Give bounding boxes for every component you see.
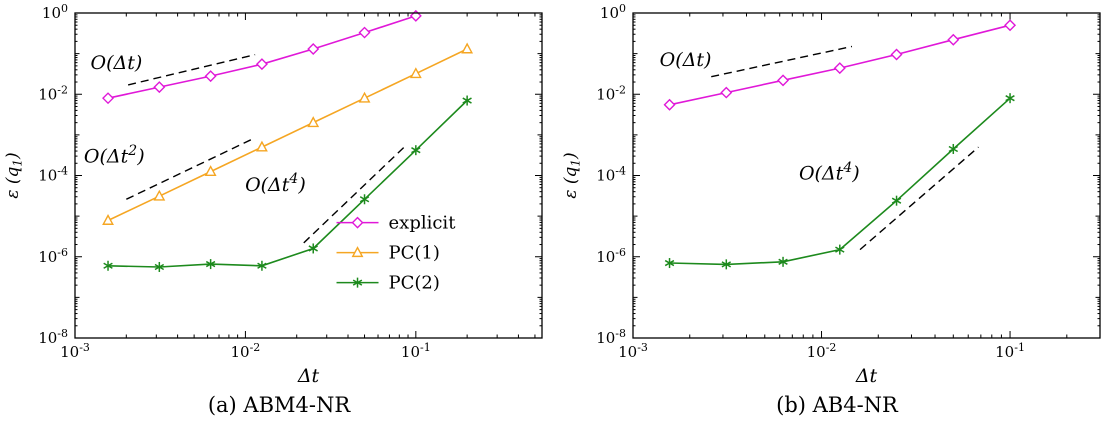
y-axis-label: ε (q1) [3,152,25,198]
chart-abm4-nr: 10-3 10-2 10-1 100 10-2 10-4 10-6 10-8 Δt ε (q1) O… [3,2,543,387]
order-annotation: O(Δt2) [84,143,145,168]
reference-line: O(Δt) [660,45,853,78]
plot-frame [74,12,543,339]
legend-label: PC(2) [389,273,440,294]
caption-a: (a) ABM4-NR [207,393,351,417]
x-tick-label: 10-1 [401,341,431,361]
series-pc-1 [102,42,474,225]
reference-line: O(Δt2) [84,138,253,200]
y-axis-label: ε (q1) [561,152,583,198]
y-tick-label: 10-6 [596,246,626,266]
y-tick-label: 10-4 [596,165,626,185]
series-pc-2 [103,95,472,272]
x-tick-label: 10-2 [231,341,261,361]
x-tick-label: 10-3 [60,341,90,361]
y-tick-label: 10-8 [596,327,626,347]
series-pc-2 [664,93,1015,270]
y-tick-label: 100 [42,2,68,22]
series-explicit [102,9,422,105]
y-tick-label: 100 [600,2,626,22]
y-tick-label: 10-8 [38,327,68,347]
order-annotation: O(Δt4) [245,171,306,196]
chart-ab4-nr: 10-3 10-2 10-1 100 10-2 10-4 10-6 10-8 Δt ε (q1) O… [561,2,1101,387]
legend-label: explicit [389,213,457,234]
caption-b: (b) AB4-NR [776,393,898,417]
x-tick-label: 10-1 [995,341,1025,361]
x-axis-label: Δt [297,365,320,387]
reference-line: O(Δt4) [245,146,405,244]
plot-frame [632,12,1101,339]
x-tick-label: 10-2 [807,341,837,361]
panel-a: 10-3 10-2 10-1 100 10-2 10-4 10-6 10-8 Δt ε (q1) O… [3,2,543,417]
order-annotation: O(Δt4) [799,160,860,185]
reference-line: O(Δt) [91,52,256,86]
series-explicit [663,19,1017,111]
y-tick-label: 10-6 [38,246,68,266]
panel-b: 10-3 10-2 10-1 100 10-2 10-4 10-6 10-8 Δt ε (q1) O… [558,0,1116,429]
legend-label: PC(1) [389,243,440,264]
order-annotation: O(Δt) [660,49,712,71]
x-axis-label: Δt [855,365,878,387]
legend: explicit PC(1) PC(2) [336,213,457,294]
x-tick-label: 10-3 [618,341,648,361]
order-annotation: O(Δt) [91,52,143,74]
y-tick-label: 10-4 [38,165,68,185]
y-tick-label: 10-2 [596,83,626,103]
y-tick-label: 10-2 [38,83,68,103]
tick-marks [74,12,542,339]
reference-line: O(Δt4) [799,146,979,251]
